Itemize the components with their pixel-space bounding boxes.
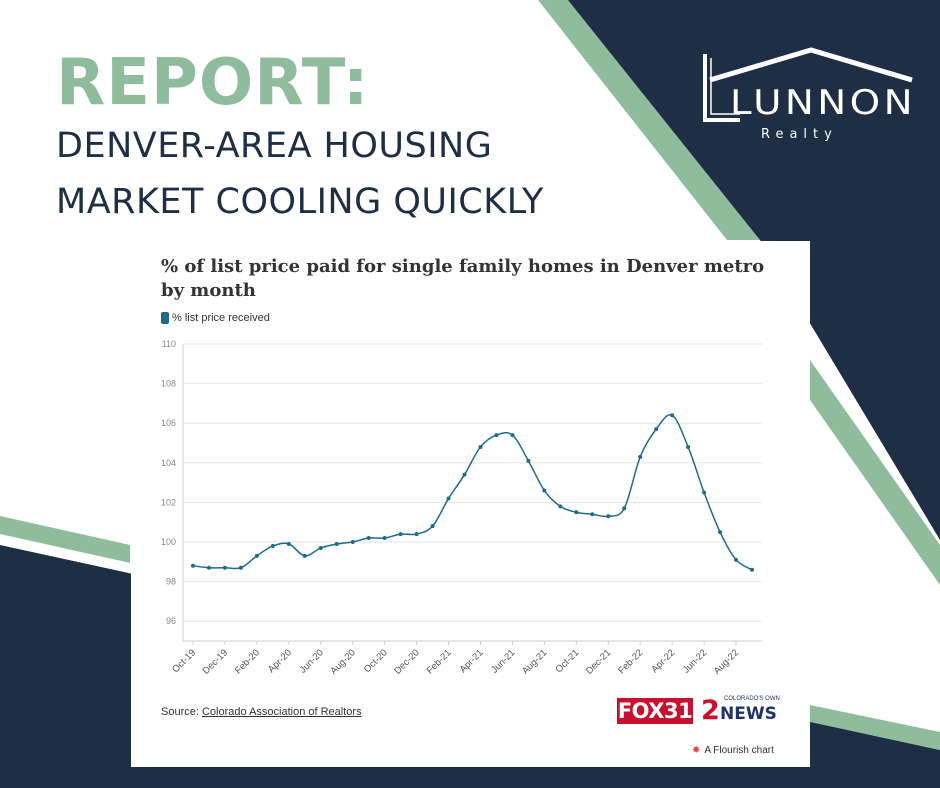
legend-label: % list price received <box>172 312 270 324</box>
data-point[interactable] <box>494 433 499 438</box>
logo-tagline: Realty <box>761 127 838 142</box>
x-tick-label: Apr-22 <box>649 647 677 675</box>
y-tick-label: 104 <box>161 458 176 468</box>
chart-legend: % list price received <box>161 312 270 324</box>
news2-logo-number: 2 <box>701 695 720 726</box>
data-point[interactable] <box>446 496 451 501</box>
x-tick-label: Aug-20 <box>328 647 357 676</box>
data-point[interactable] <box>542 488 547 493</box>
data-point[interactable] <box>478 444 483 449</box>
x-tick-label: Jun-20 <box>298 647 326 675</box>
headline-subtitle: DENVER-AREA HOUSING MARKET COOLING QUICK… <box>56 118 544 230</box>
source-label: Source: <box>161 706 199 718</box>
data-point[interactable] <box>334 541 339 546</box>
sage-stripe-right <box>810 360 940 585</box>
news2-logo-tag: COLORADO'S OWN <box>724 696 780 702</box>
data-point[interactable] <box>590 512 595 517</box>
data-point[interactable] <box>318 545 323 550</box>
y-tick-label: 100 <box>161 537 176 547</box>
y-tick-label: 98 <box>166 577 176 587</box>
data-point[interactable] <box>414 532 419 537</box>
x-tick-label: Aug-22 <box>712 647 741 676</box>
x-tick-label: Aug-21 <box>520 647 549 676</box>
data-point[interactable] <box>670 413 675 418</box>
flourish-credit[interactable]: ✸ A Flourish chart <box>692 745 774 756</box>
data-point[interactable] <box>270 543 275 548</box>
series-points <box>191 413 754 572</box>
headline-line-1: DENVER-AREA HOUSING <box>56 126 493 166</box>
y-tick-label: 102 <box>161 497 176 507</box>
y-axis-ticks: 96 98 100 102 104 106 108 110 <box>161 339 176 626</box>
logo-l-mark <box>703 54 740 122</box>
chart-title: % of list price paid for single family h… <box>161 256 765 301</box>
y-tick-label: 108 <box>161 379 176 389</box>
flourish-icon: ✸ <box>692 745 701 756</box>
x-axis-ticks: Oct-19 Dec-19 Feb-20 Apr-20 Jun-20 Aug-20 Oct-… <box>170 641 741 677</box>
sage-stripe-left <box>0 516 130 563</box>
x-tick-label: Apr-21 <box>458 647 486 675</box>
data-point[interactable] <box>302 553 307 558</box>
logo-name: LUNNON <box>730 83 916 123</box>
lunnon-realty-logo: LUNNON Realty <box>703 47 916 142</box>
data-point[interactable] <box>382 536 387 541</box>
y-tick-label: 96 <box>166 616 176 626</box>
news2-logo: COLORADO'S OWN 2 NEWS <box>701 695 780 726</box>
headline-line-2: MARKET COOLING QUICKLY <box>56 182 544 222</box>
data-point[interactable] <box>686 444 691 449</box>
headline-report: REPORT: <box>56 46 370 120</box>
x-tick-label: Oct-21 <box>553 647 581 675</box>
sage-stripe-bottom <box>810 705 940 750</box>
data-point[interactable] <box>638 454 643 459</box>
data-point[interactable] <box>574 510 579 515</box>
data-point[interactable] <box>702 490 707 495</box>
x-tick-label: Feb-21 <box>425 647 454 676</box>
data-point[interactable] <box>254 553 259 558</box>
x-tick-label: Jun-22 <box>681 647 709 675</box>
x-tick-label: Jun-21 <box>489 647 517 675</box>
x-tick-label: Feb-22 <box>616 647 645 676</box>
data-point[interactable] <box>606 514 611 519</box>
source-link[interactable]: Colorado Association of Realtors <box>201 706 362 718</box>
logo-roof-icon <box>709 47 913 83</box>
data-point[interactable] <box>526 458 531 463</box>
x-tick-label: Dec-19 <box>201 647 230 676</box>
y-tick-label: 110 <box>162 339 176 349</box>
y-tick-label: 106 <box>161 418 176 428</box>
x-tick-label: Dec-20 <box>392 647 421 676</box>
x-tick-label: Feb-20 <box>233 647 262 676</box>
flourish-label: A Flourish chart <box>704 745 774 756</box>
sage-stripe-top <box>538 0 760 240</box>
x-tick-label: Dec-21 <box>584 647 613 676</box>
data-point[interactable] <box>350 540 355 544</box>
x-tick-label: Oct-20 <box>362 647 390 675</box>
data-point[interactable] <box>238 565 243 570</box>
gridlines <box>182 343 762 642</box>
data-point[interactable] <box>558 504 563 509</box>
data-point[interactable] <box>734 557 739 562</box>
data-point[interactable] <box>430 524 435 529</box>
data-point[interactable] <box>462 472 467 477</box>
legend-swatch <box>161 312 169 324</box>
fox31-logo: FOX31 <box>617 698 693 724</box>
data-point[interactable] <box>750 567 754 572</box>
news2-logo-word: NEWS <box>720 704 777 724</box>
data-point[interactable] <box>510 433 515 438</box>
data-point[interactable] <box>191 563 195 568</box>
data-point[interactable] <box>622 506 627 511</box>
x-tick-label: Apr-20 <box>266 647 294 675</box>
series-line <box>192 414 753 571</box>
data-point[interactable] <box>286 541 291 546</box>
chart-source: Source: Colorado Association of Realtors <box>161 706 362 718</box>
data-point[interactable] <box>718 530 723 535</box>
x-tick-label: Oct-19 <box>170 647 198 675</box>
data-point[interactable] <box>206 565 211 570</box>
chart-card: 96 98 100 102 104 106 108 110 Oct-19 Dec-19 Feb-2… <box>131 241 810 767</box>
data-point[interactable] <box>366 536 371 541</box>
data-point[interactable] <box>222 565 227 570</box>
data-point[interactable] <box>398 532 403 537</box>
data-point[interactable] <box>654 427 659 432</box>
